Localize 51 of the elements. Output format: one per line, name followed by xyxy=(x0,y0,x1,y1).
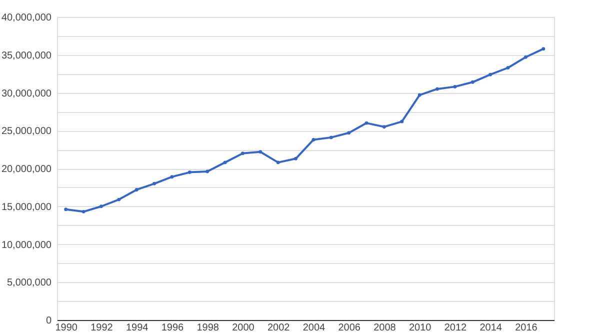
y-tick-label: 15,000,000 xyxy=(1,202,52,213)
point xyxy=(134,188,138,192)
x-tick-label: 2008 xyxy=(374,322,396,334)
y-tick-label: 5,000,000 xyxy=(7,278,52,289)
x-tick-label: 2000 xyxy=(232,322,255,334)
point xyxy=(488,72,492,76)
point xyxy=(152,182,156,186)
x-tick-label: 1996 xyxy=(161,322,184,334)
point xyxy=(506,66,510,70)
y-tick-label: 35,000,000 xyxy=(1,50,52,62)
point xyxy=(240,152,244,156)
x-tick-label: 1992 xyxy=(90,322,114,334)
point xyxy=(382,125,386,129)
point xyxy=(453,84,457,88)
y-tick-label: 30,000,000 xyxy=(1,88,52,100)
point xyxy=(206,170,210,174)
point xyxy=(64,208,68,212)
point xyxy=(276,160,280,164)
point xyxy=(418,93,422,97)
y-tick-label: 25,000,000 xyxy=(1,126,52,138)
x-tick-label: 1998 xyxy=(196,322,220,334)
point xyxy=(312,138,316,142)
y-tick-label: 10,000,000 xyxy=(1,240,52,251)
y-tick-label: 20,000,000 xyxy=(1,164,52,175)
y-tick-label: 40,000,000 xyxy=(1,12,52,24)
point xyxy=(524,55,528,59)
point xyxy=(436,87,439,91)
point xyxy=(294,156,298,160)
point xyxy=(364,121,368,125)
x-tick-label: 2006 xyxy=(338,322,361,334)
point xyxy=(82,210,86,214)
point xyxy=(347,131,351,135)
x-tick-label: 2004 xyxy=(302,322,326,334)
x-tick-label: 2010 xyxy=(408,322,432,334)
point xyxy=(117,198,121,202)
point xyxy=(188,170,192,174)
x-tick-label: 1990 xyxy=(55,322,78,334)
x-tick-label: 2014 xyxy=(480,322,502,334)
y-tick-label: 0 xyxy=(46,316,52,326)
point xyxy=(470,80,474,84)
point xyxy=(170,175,174,179)
x-tick-label: 2002 xyxy=(267,322,290,334)
point xyxy=(258,150,262,154)
x-tick-label: 1994 xyxy=(126,322,149,334)
point xyxy=(329,136,333,140)
point xyxy=(400,120,404,124)
x-tick-label: 2012 xyxy=(444,322,468,334)
point xyxy=(99,204,103,208)
point xyxy=(223,160,227,164)
x-tick-label: 2016 xyxy=(515,322,538,334)
point xyxy=(542,47,546,51)
